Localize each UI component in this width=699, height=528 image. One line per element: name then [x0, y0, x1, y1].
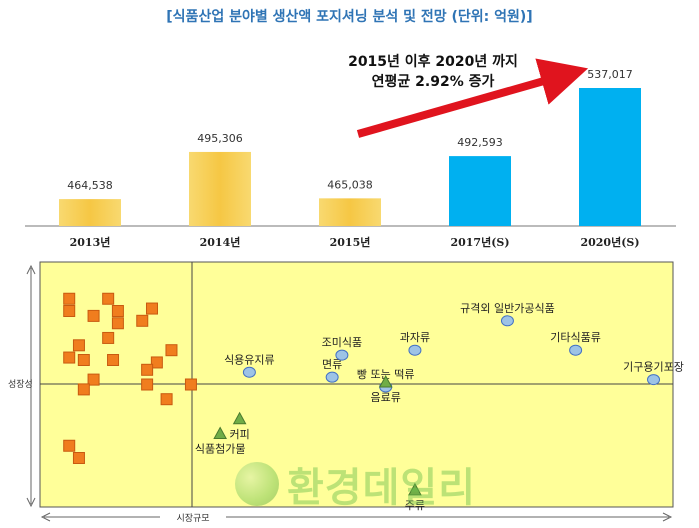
watermark: 환경데일리	[235, 455, 476, 513]
x-arrow-right-icon	[662, 512, 673, 522]
point-label: 과자류	[400, 331, 430, 344]
circle-marker	[242, 366, 256, 378]
growth-arrow	[356, 58, 589, 138]
watermark-text: 환경데일리	[287, 465, 476, 511]
square-marker	[107, 354, 120, 366]
square-marker	[102, 292, 115, 305]
square-marker	[141, 378, 154, 391]
square-marker	[150, 356, 163, 369]
square-marker	[77, 383, 90, 396]
point-label: 조미식품	[322, 336, 362, 349]
circle-marker	[647, 374, 661, 386]
bar-value-label: 537,017	[587, 68, 633, 81]
square-marker	[136, 314, 149, 327]
square-marker	[102, 331, 115, 344]
square-marker	[63, 351, 76, 364]
bar	[59, 199, 121, 226]
square-marker	[111, 317, 124, 330]
bar-category-label: 2014년	[200, 235, 241, 249]
point-label: 음료류	[371, 391, 401, 404]
callout-line1: 2015년 이후 2020년 까지	[348, 54, 518, 70]
square-marker	[165, 344, 178, 357]
circle-marker	[335, 349, 349, 361]
bar-category-label: 2013년	[70, 235, 111, 249]
point-label: 식품첨가물	[195, 443, 246, 456]
circle-marker	[569, 344, 583, 356]
triangle-marker	[232, 411, 247, 425]
y-arrow-top-icon	[26, 264, 36, 275]
triangle-marker	[378, 375, 393, 388]
point-label: 식용유지류	[224, 353, 275, 366]
x-arrow-left-icon	[40, 512, 51, 522]
point-label: 커피	[230, 428, 250, 441]
square-marker	[87, 309, 100, 322]
square-marker	[63, 305, 76, 317]
square-marker	[145, 302, 158, 315]
circle-marker	[325, 371, 339, 383]
point-label: 주류	[405, 499, 425, 512]
circle-marker	[500, 315, 514, 327]
square-marker	[63, 439, 76, 452]
point-label: 면류	[322, 358, 342, 371]
square-marker	[72, 452, 85, 464]
y-arrow-bottom-icon	[26, 497, 36, 508]
triangle-marker	[408, 482, 422, 496]
bar-category-label: 2020년(S)	[580, 235, 639, 249]
point-label: 빵 또는 떡류	[357, 368, 415, 381]
square-marker	[184, 378, 197, 391]
square-marker	[63, 292, 76, 305]
square-marker	[111, 305, 124, 317]
bar	[189, 151, 251, 226]
bar	[319, 198, 381, 226]
square-marker	[160, 393, 173, 406]
chart-title: [식품산업 분야별 생산액 포지셔닝 분석 및 전망 (단위: 억원)]	[166, 9, 533, 25]
point-label: 규격외 일반가공식품	[460, 301, 555, 315]
bar	[579, 88, 641, 226]
bar-category-label: 2017년(S)	[450, 235, 509, 249]
square-marker	[72, 339, 85, 352]
y-axis-label: 성장성	[8, 379, 33, 390]
x-axis-label: 시장규모	[176, 513, 209, 524]
globe-logo-icon	[235, 462, 279, 506]
square-marker	[77, 354, 90, 366]
triangle-marker	[213, 426, 228, 439]
x-axis-label-bg	[160, 510, 226, 524]
square-marker	[141, 363, 154, 376]
bar	[449, 156, 511, 226]
bar-category-label: 2015년	[330, 235, 371, 249]
bar-value-label: 495,306	[197, 132, 243, 145]
bar-chart: 464,538 2013년 495,306 2014년 465,038 2015년 492,…	[25, 58, 676, 249]
square-marker	[87, 373, 100, 386]
bar-value-label: 492,593	[457, 136, 503, 149]
bar-value-label: 464,538	[67, 179, 113, 192]
callout-line2: 연평균 2.92% 증가	[371, 74, 495, 90]
circle-marker	[408, 344, 422, 356]
point-label: 기구용기포장	[623, 361, 684, 374]
point-label: 기타식품류	[550, 331, 601, 344]
bar-value-label: 465,038	[327, 178, 373, 191]
growth-callout: 2015년 이후 2020년 까지 연평균 2.92% 증가	[298, 52, 568, 92]
